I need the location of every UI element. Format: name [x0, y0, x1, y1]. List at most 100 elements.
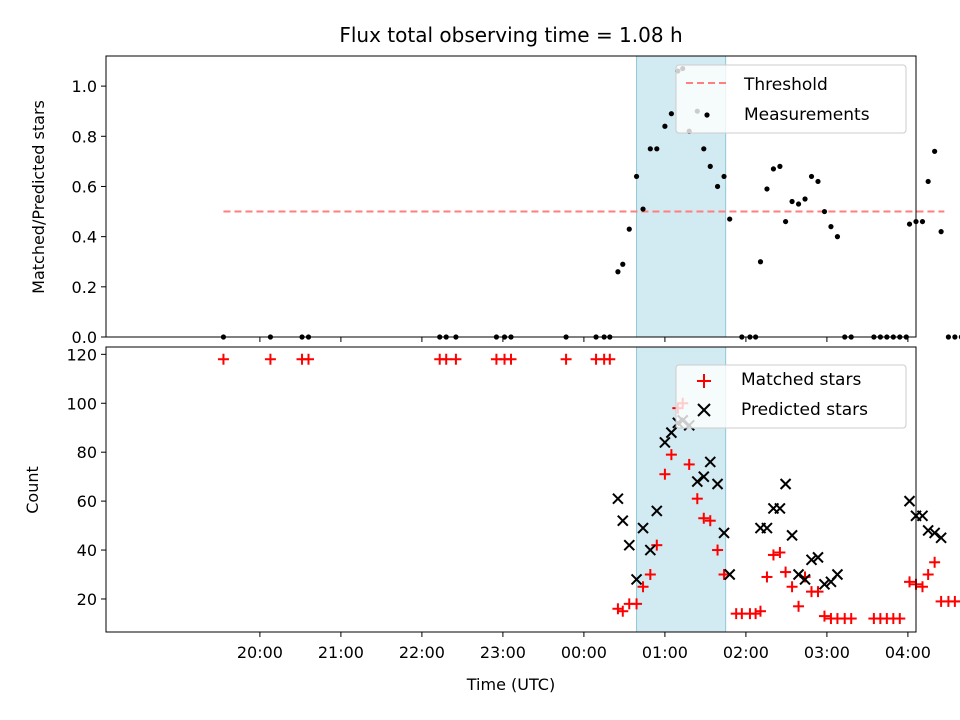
predicted-marker-b [922, 524, 934, 537]
x-tick-label: 22:00 [399, 643, 445, 662]
bottom-y-tick-label: 20 [77, 590, 97, 609]
matched-star-point [617, 605, 629, 617]
top-legend-box [675, 64, 907, 134]
predicted-star-point [665, 426, 678, 439]
predicted-star-point [651, 505, 663, 517]
top-panel: 0.0 0.2 0.4 0.6 0.8 1.0 Matched/Predicted sta… [29, 55, 960, 347]
top-y-tick-label: 1.0 [72, 77, 97, 96]
top-x-ticks [259, 337, 909, 342]
top-y-tick-label: 0.2 [72, 278, 97, 297]
measurement-point [789, 198, 795, 205]
measurement-point [615, 269, 621, 275]
matched-star-point [955, 600, 960, 603]
predicted-marker-b [774, 502, 786, 515]
predicted-star-point [691, 475, 704, 488]
matched-star-point [761, 571, 773, 583]
predicted-marker-b [805, 554, 818, 566]
measurement-point [662, 123, 668, 129]
measurement-point [808, 173, 815, 180]
predicted-star-point [792, 568, 805, 581]
predicted-marker-b [665, 426, 678, 439]
predicted-star-point [698, 470, 710, 483]
predicted-marker-b [935, 532, 947, 544]
x-tick-label: 20:00 [237, 643, 283, 662]
predicted-marker-b [659, 436, 671, 449]
measurement-point [701, 146, 707, 152]
top-y-axis-label: Matched/Predicted stars [29, 100, 48, 294]
matched-star-point [698, 512, 710, 524]
measurement-point [834, 234, 841, 240]
measurement-point [647, 146, 653, 152]
measurement-point [764, 186, 770, 192]
top-y-tick-label: 0.8 [72, 127, 97, 146]
predicted-star-point [812, 551, 824, 564]
predicted-marker-b [704, 456, 716, 468]
legend-matched-label: Matched stars [741, 370, 861, 390]
measurements-series [220, 65, 960, 340]
predicted-marker-b [623, 539, 635, 551]
predicted-marker-b [698, 470, 710, 483]
predicted-marker-b [718, 527, 730, 539]
matched-star-point [845, 613, 857, 625]
x-axis-label: Time (UTC) [466, 675, 555, 694]
measurement-point [919, 218, 926, 225]
predicted-star-point [916, 510, 929, 522]
x-tick-label: 01:00 [642, 643, 688, 662]
measurement-point [906, 221, 913, 227]
predicted-star-point [612, 492, 624, 505]
top-axes-frame [105, 55, 917, 338]
predicted-star-point [928, 527, 941, 539]
matched-star-point [651, 539, 663, 551]
bottom-axes-frame [105, 346, 917, 633]
predicted-marker-b [812, 551, 824, 564]
x-tick-label: 04:00 [885, 643, 931, 662]
predicted-marker-b [612, 492, 624, 505]
predicted-star-point [718, 527, 730, 539]
predicted-star-point [761, 522, 773, 534]
predicted-star-point [704, 456, 716, 468]
matched-star-point [264, 353, 276, 365]
legend-predicted-label: Predicted stars [741, 400, 868, 420]
bottom-y-tick-label: 40 [77, 541, 97, 560]
matched-star-point [812, 586, 824, 598]
legend-matched-swatch [697, 374, 711, 388]
measurement-point [777, 163, 783, 169]
predicted-marker-b [691, 475, 704, 488]
measurement-point [654, 146, 660, 152]
x-tick-label: 21:00 [318, 643, 364, 662]
measurement-point [925, 178, 931, 185]
legend-measurements-swatch [704, 112, 710, 118]
measurement-point [727, 216, 733, 222]
measurement-point [668, 111, 674, 117]
x-tick-label: 00:00 [561, 643, 607, 662]
predicted-star-point [774, 502, 786, 515]
predicted-stars-series [612, 414, 947, 591]
matched-star-point [612, 603, 624, 615]
bottom-y-axis-label: Count [23, 466, 42, 514]
predicted-marker-b [903, 495, 916, 507]
predicted-star-point [935, 532, 947, 544]
measurement-point [721, 173, 727, 180]
predicted-star-point [903, 495, 916, 507]
measurement-point [707, 163, 713, 169]
matched-star-point [637, 581, 649, 593]
matched-star-point [712, 544, 724, 556]
bottom-y-ticks: 20 40 60 80 100 120 [66, 345, 106, 609]
predicted-marker-b [831, 568, 844, 581]
predicted-star-point [922, 524, 934, 537]
matched-star-point [929, 556, 941, 568]
chart-title: Flux total observing time = 1.08 h [339, 23, 682, 47]
bottom-legend: Matched stars Predicted stars [675, 364, 907, 429]
bottom-panel: 20 40 60 80 100 120 20:00 21:00 22:00 23:00 00:00… [23, 345, 960, 694]
predicted-star-point [799, 573, 811, 586]
predicted-marker-b [786, 529, 798, 542]
top-y-ticks: 0.0 0.2 0.4 0.6 0.8 1.0 [72, 77, 106, 347]
matched-star-point [303, 353, 314, 365]
matched-star-point [818, 610, 830, 622]
x-tick-label: 03:00 [804, 643, 850, 662]
matched-star-point [665, 449, 677, 461]
measurement-point [802, 196, 808, 202]
predicted-star-point [644, 544, 657, 556]
matched-star-point [691, 493, 703, 505]
